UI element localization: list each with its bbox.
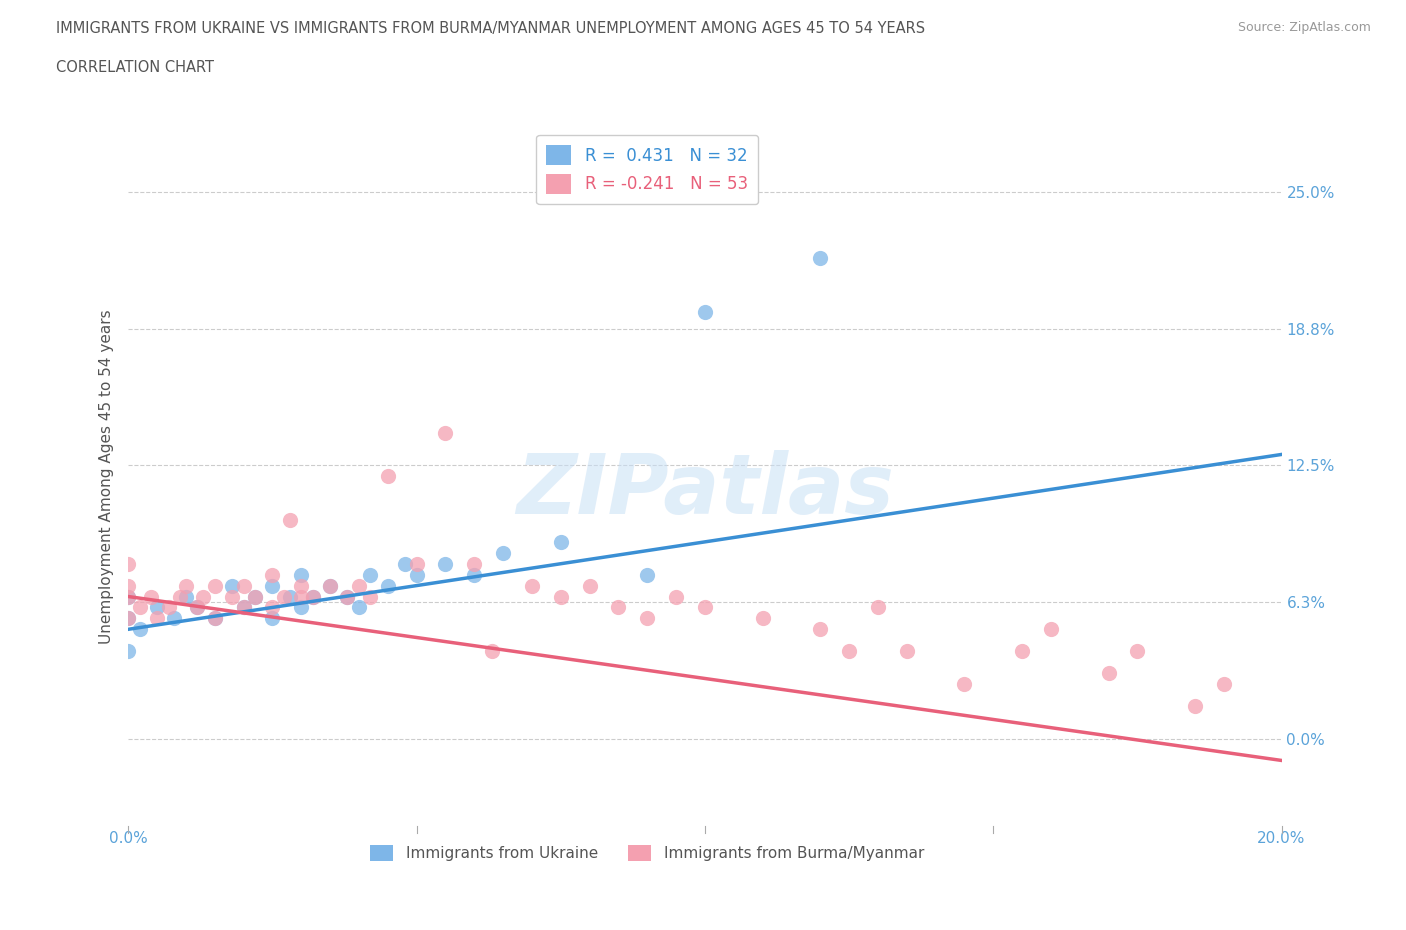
Point bbox=[117, 644, 139, 658]
Point bbox=[117, 589, 139, 604]
Point bbox=[169, 589, 191, 604]
Point bbox=[262, 600, 284, 615]
Point bbox=[146, 611, 169, 626]
Point bbox=[204, 611, 226, 626]
Point bbox=[636, 567, 658, 582]
Point bbox=[278, 512, 301, 527]
Point bbox=[174, 578, 197, 593]
Point bbox=[434, 556, 457, 571]
Point bbox=[359, 567, 381, 582]
Point bbox=[301, 589, 323, 604]
Point bbox=[336, 589, 359, 604]
Point bbox=[866, 600, 889, 615]
Point bbox=[463, 556, 485, 571]
Point bbox=[243, 589, 266, 604]
Point bbox=[405, 556, 427, 571]
Point bbox=[550, 535, 572, 550]
Point bbox=[665, 589, 688, 604]
Point bbox=[377, 578, 399, 593]
Legend: Immigrants from Ukraine, Immigrants from Burma/Myanmar: Immigrants from Ukraine, Immigrants from… bbox=[364, 839, 929, 868]
Point bbox=[128, 622, 150, 637]
Point bbox=[953, 676, 976, 691]
Point bbox=[636, 611, 658, 626]
Point bbox=[290, 600, 312, 615]
Point bbox=[186, 600, 208, 615]
Point bbox=[262, 578, 284, 593]
Point bbox=[262, 567, 284, 582]
Point bbox=[174, 589, 197, 604]
Point bbox=[117, 556, 139, 571]
Point bbox=[481, 644, 503, 658]
Point bbox=[290, 567, 312, 582]
Point bbox=[1126, 644, 1149, 658]
Point bbox=[520, 578, 543, 593]
Point bbox=[1039, 622, 1062, 637]
Point bbox=[347, 578, 370, 593]
Point bbox=[186, 600, 208, 615]
Y-axis label: Unemployment Among Ages 45 to 54 years: Unemployment Among Ages 45 to 54 years bbox=[100, 309, 114, 644]
Point bbox=[163, 611, 186, 626]
Point bbox=[128, 600, 150, 615]
Point bbox=[693, 305, 716, 320]
Point bbox=[1184, 698, 1206, 713]
Point bbox=[232, 600, 254, 615]
Point bbox=[204, 578, 226, 593]
Point bbox=[117, 611, 139, 626]
Point bbox=[1097, 666, 1119, 681]
Point bbox=[1212, 676, 1234, 691]
Point bbox=[232, 600, 254, 615]
Point bbox=[808, 622, 831, 637]
Point bbox=[550, 589, 572, 604]
Point bbox=[319, 578, 342, 593]
Point bbox=[221, 589, 243, 604]
Point bbox=[204, 611, 226, 626]
Point bbox=[394, 556, 416, 571]
Text: IMMIGRANTS FROM UKRAINE VS IMMIGRANTS FROM BURMA/MYANMAR UNEMPLOYMENT AMONG AGES: IMMIGRANTS FROM UKRAINE VS IMMIGRANTS FR… bbox=[56, 21, 925, 36]
Point bbox=[221, 578, 243, 593]
Point bbox=[693, 600, 716, 615]
Point bbox=[290, 578, 312, 593]
Point bbox=[117, 578, 139, 593]
Text: CORRELATION CHART: CORRELATION CHART bbox=[56, 60, 214, 75]
Point bbox=[157, 600, 180, 615]
Point bbox=[492, 545, 515, 560]
Point bbox=[838, 644, 860, 658]
Point bbox=[117, 589, 139, 604]
Point bbox=[463, 567, 485, 582]
Point bbox=[243, 589, 266, 604]
Point bbox=[301, 589, 323, 604]
Text: Source: ZipAtlas.com: Source: ZipAtlas.com bbox=[1237, 21, 1371, 34]
Point bbox=[578, 578, 600, 593]
Point bbox=[336, 589, 359, 604]
Point bbox=[808, 250, 831, 265]
Point bbox=[359, 589, 381, 604]
Point bbox=[347, 600, 370, 615]
Point bbox=[273, 589, 295, 604]
Point bbox=[193, 589, 215, 604]
Point bbox=[1011, 644, 1033, 658]
Point bbox=[377, 469, 399, 484]
Point bbox=[290, 589, 312, 604]
Point bbox=[751, 611, 773, 626]
Point bbox=[117, 611, 139, 626]
Point bbox=[896, 644, 918, 658]
Point bbox=[278, 589, 301, 604]
Point bbox=[262, 611, 284, 626]
Point bbox=[319, 578, 342, 593]
Point bbox=[607, 600, 630, 615]
Text: ZIPatlas: ZIPatlas bbox=[516, 450, 894, 531]
Point bbox=[141, 589, 163, 604]
Point bbox=[232, 578, 254, 593]
Point bbox=[146, 600, 169, 615]
Point bbox=[405, 567, 427, 582]
Point bbox=[434, 425, 457, 440]
